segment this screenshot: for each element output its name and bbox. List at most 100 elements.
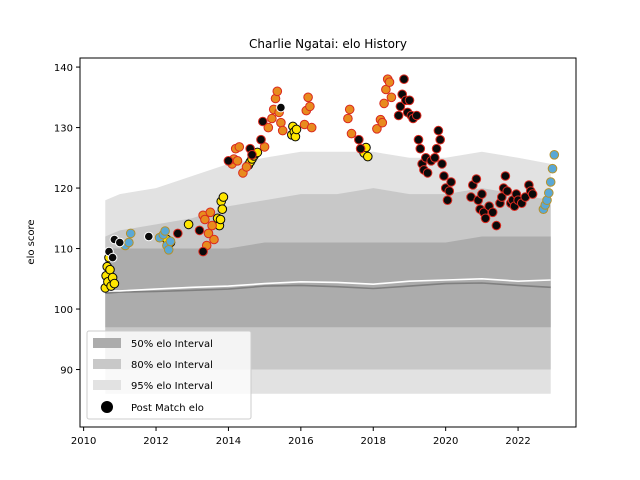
legend-swatch-95 xyxy=(93,380,121,390)
elo-point xyxy=(437,159,447,169)
y-tick-label: 110 xyxy=(54,245,73,256)
x-tick-label: 2016 xyxy=(288,436,313,447)
elo-point xyxy=(415,143,426,154)
y-axis: 90 100 110 120 130 140 xyxy=(54,63,80,377)
elo-point xyxy=(471,174,482,184)
legend-swatch-50 xyxy=(93,338,121,348)
legend-box xyxy=(86,330,252,420)
elo-point xyxy=(363,151,373,162)
mean-line xyxy=(105,282,551,295)
elo-point xyxy=(256,134,266,145)
post-match-elo-points xyxy=(100,74,560,293)
elo-point xyxy=(544,188,554,198)
elo-point xyxy=(124,237,134,248)
elo-point xyxy=(200,214,210,225)
elo-point xyxy=(346,128,357,139)
chart-title: Charlie Ngatai: elo History xyxy=(249,37,407,51)
elo-point xyxy=(218,192,229,202)
legend-label-50: 50% elo Interval xyxy=(131,339,213,350)
legend-swatch-80 xyxy=(93,359,121,369)
elo-point xyxy=(379,98,389,109)
elo-point xyxy=(444,186,455,196)
x-tick-label: 2022 xyxy=(505,436,530,447)
elo-point xyxy=(413,134,424,145)
elo-point xyxy=(547,163,558,174)
elo-point xyxy=(303,92,313,103)
elo-point xyxy=(115,237,125,248)
elo-point xyxy=(435,134,446,145)
elo-point xyxy=(480,213,491,224)
elo-point xyxy=(183,219,194,230)
elo-point xyxy=(198,246,208,257)
y-tick-label: 100 xyxy=(54,305,73,316)
elo-point xyxy=(399,74,409,84)
elo-point xyxy=(527,189,538,199)
median-line xyxy=(105,277,551,292)
y-tick-label: 120 xyxy=(54,184,73,195)
elo-point xyxy=(107,252,118,263)
elo-point xyxy=(354,134,364,145)
x-tick-label: 2020 xyxy=(433,436,458,447)
x-tick-label: 2010 xyxy=(71,436,96,447)
elo-point xyxy=(247,150,257,160)
elo-point xyxy=(430,153,440,163)
elo-point xyxy=(545,177,556,187)
elo-point xyxy=(344,104,355,115)
elo-point xyxy=(343,113,353,124)
elo-point xyxy=(263,122,274,133)
elo-point xyxy=(194,225,205,236)
elo-point xyxy=(207,220,217,231)
elo-point xyxy=(105,264,115,275)
elo-point xyxy=(487,207,498,218)
elo-point xyxy=(386,92,397,103)
elo-point xyxy=(234,142,245,152)
elo-point xyxy=(267,113,277,124)
elo-point xyxy=(477,189,487,199)
elo-point xyxy=(276,117,286,128)
elo-point xyxy=(372,124,382,134)
elo-point xyxy=(291,124,302,135)
x-tick-label: 2014 xyxy=(216,436,241,447)
elo-point xyxy=(404,95,415,106)
elo-point xyxy=(491,220,502,231)
x-axis: 2010 2012 2014 2016 2018 2020 2022 xyxy=(71,427,531,447)
elo-point xyxy=(377,117,388,128)
elo-point xyxy=(277,125,288,136)
elo-point xyxy=(433,125,444,136)
elo-point xyxy=(160,226,170,236)
elo-point xyxy=(276,102,286,113)
legend-marker-post-match xyxy=(101,401,113,413)
elo-point xyxy=(205,207,216,218)
elo-point xyxy=(422,168,433,178)
elo-point xyxy=(125,228,136,239)
x-tick-label: 2018 xyxy=(361,436,386,447)
y-tick-label: 140 xyxy=(54,63,73,74)
y-tick-label: 90 xyxy=(60,366,73,377)
elo-point xyxy=(232,156,243,166)
reference-lines xyxy=(105,277,551,295)
elo-point xyxy=(272,86,283,97)
legend-label-80: 80% elo Interval xyxy=(131,360,213,371)
elo-point xyxy=(241,162,252,172)
legend: 50% elo Interval 80% elo Interval 95% el… xyxy=(86,330,252,420)
elo-point xyxy=(223,156,234,166)
elo-point xyxy=(439,171,449,181)
elo-point xyxy=(355,143,366,154)
elo-point xyxy=(500,171,511,181)
elo-point xyxy=(393,110,404,121)
plot-area-frame xyxy=(79,57,577,428)
elo-point xyxy=(502,186,513,196)
elo-point xyxy=(165,236,176,247)
elo-point xyxy=(395,101,406,112)
elo-point xyxy=(215,214,226,225)
elo-point xyxy=(497,192,507,202)
elo-point xyxy=(549,150,560,160)
elo-point xyxy=(217,204,228,214)
y-axis-label: elo score xyxy=(26,219,37,264)
legend-label-95: 95% elo Interval xyxy=(131,381,213,392)
elo-point xyxy=(411,110,422,121)
elo-point xyxy=(431,143,442,154)
elo-point xyxy=(258,116,268,127)
elo-point xyxy=(306,122,317,133)
